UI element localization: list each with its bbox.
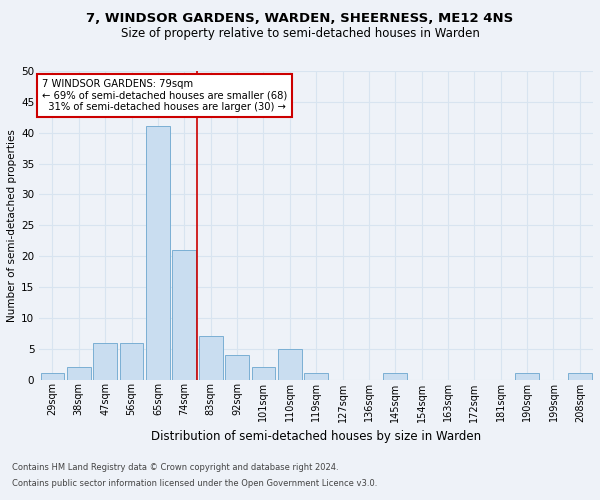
Bar — [67, 367, 91, 380]
Text: Contains public sector information licensed under the Open Government Licence v3: Contains public sector information licen… — [12, 478, 377, 488]
Bar — [251, 367, 275, 380]
Bar — [93, 342, 117, 380]
X-axis label: Distribution of semi-detached houses by size in Warden: Distribution of semi-detached houses by … — [151, 430, 481, 443]
Bar — [172, 250, 196, 380]
Y-axis label: Number of semi-detached properties: Number of semi-detached properties — [7, 129, 17, 322]
Bar — [304, 374, 328, 380]
Bar — [119, 342, 143, 380]
Bar — [225, 355, 249, 380]
Bar — [146, 126, 170, 380]
Bar — [568, 374, 592, 380]
Bar — [41, 374, 64, 380]
Text: 7, WINDSOR GARDENS, WARDEN, SHEERNESS, ME12 4NS: 7, WINDSOR GARDENS, WARDEN, SHEERNESS, M… — [86, 12, 514, 26]
Bar — [199, 336, 223, 380]
Text: Contains HM Land Registry data © Crown copyright and database right 2024.: Contains HM Land Registry data © Crown c… — [12, 464, 338, 472]
Bar — [278, 348, 302, 380]
Text: Size of property relative to semi-detached houses in Warden: Size of property relative to semi-detach… — [121, 28, 479, 40]
Bar — [383, 374, 407, 380]
Text: 7 WINDSOR GARDENS: 79sqm
← 69% of semi-detached houses are smaller (68)
  31% of: 7 WINDSOR GARDENS: 79sqm ← 69% of semi-d… — [42, 78, 287, 112]
Bar — [515, 374, 539, 380]
